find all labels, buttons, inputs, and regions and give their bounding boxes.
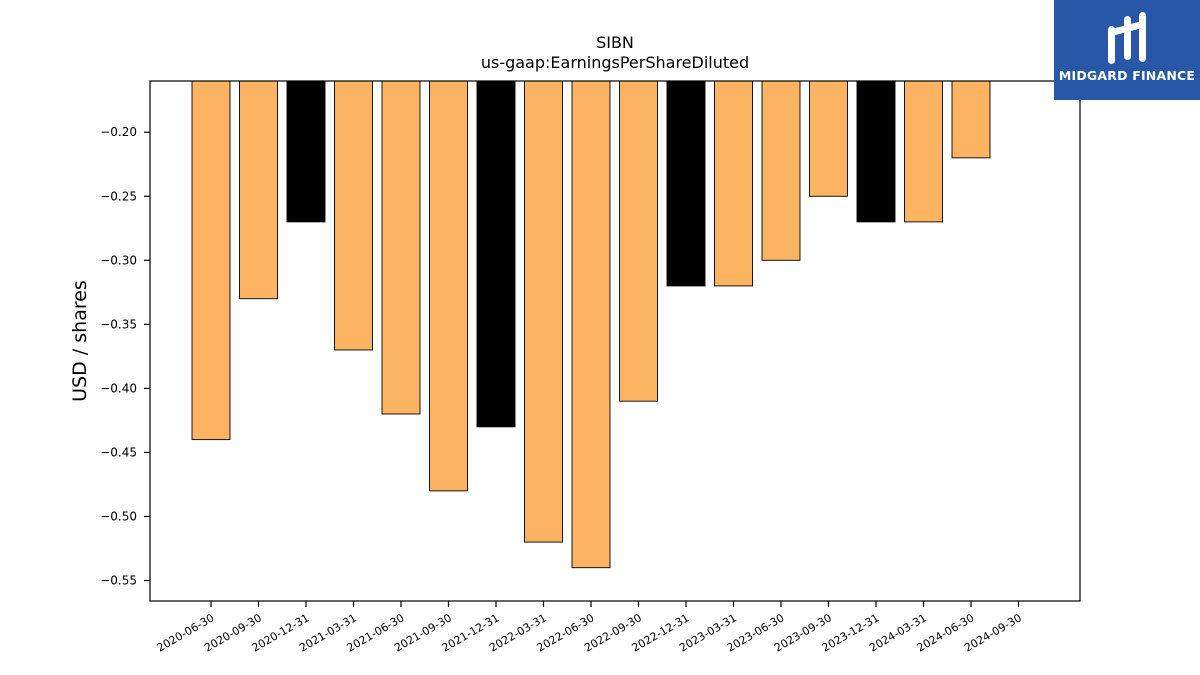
bar-2022-09-30 — [619, 80, 658, 402]
bars-group — [191, 80, 1038, 569]
bar-2021-06-30 — [381, 80, 421, 415]
bar-2023-09-30 — [809, 80, 848, 197]
y-tick-label: −0.45 — [100, 445, 137, 459]
y-tick-label: −0.20 — [100, 125, 137, 139]
bar-2021-12-31 — [476, 80, 516, 428]
bar-2023-12-31 — [856, 80, 896, 223]
bar-2023-06-30 — [761, 80, 801, 261]
bar-2021-03-31 — [334, 80, 373, 351]
bar-2020-06-30 — [191, 80, 231, 441]
bar-2024-06-30 — [951, 80, 991, 159]
y-tick-label: −0.50 — [100, 509, 137, 523]
bar-2020-09-30 — [239, 80, 278, 300]
bar-2021-09-30 — [429, 80, 468, 492]
bar-2022-12-31 — [666, 80, 706, 287]
y-axis-label: USD / shares — [69, 280, 91, 402]
plot-frame — [149, 80, 1081, 602]
y-tick-label: −0.40 — [100, 381, 137, 395]
brand-logo: MIDGARD FINANCE — [1054, 0, 1200, 100]
bar-2024-03-31 — [904, 80, 943, 223]
y-tick-label: −0.35 — [100, 317, 137, 331]
x-ticks-group: 2020-06-302020-09-302020-12-312021-03-31… — [155, 601, 1024, 655]
chart-subtitle: us-gaap:EarningsPerShareDiluted — [480, 53, 750, 72]
y-tick-label: −0.55 — [100, 574, 137, 588]
logo-text: MIDGARD FINANCE — [1058, 68, 1196, 83]
logo-mark-icon — [1108, 12, 1146, 64]
bar-2022-06-30 — [571, 80, 611, 569]
y-tick-label: −0.25 — [100, 189, 137, 203]
bar-2022-03-31 — [524, 80, 563, 543]
bar-2023-03-31 — [714, 80, 753, 287]
chart-title: SIBN — [596, 33, 634, 52]
y-ticks-group: −0.20 −0.25 −0.30 −0.35 −0.40 −0.45 −0.50 −0.55 — [100, 125, 150, 588]
bar-2020-12-31 — [286, 80, 326, 223]
y-tick-label: −0.30 — [100, 253, 137, 267]
